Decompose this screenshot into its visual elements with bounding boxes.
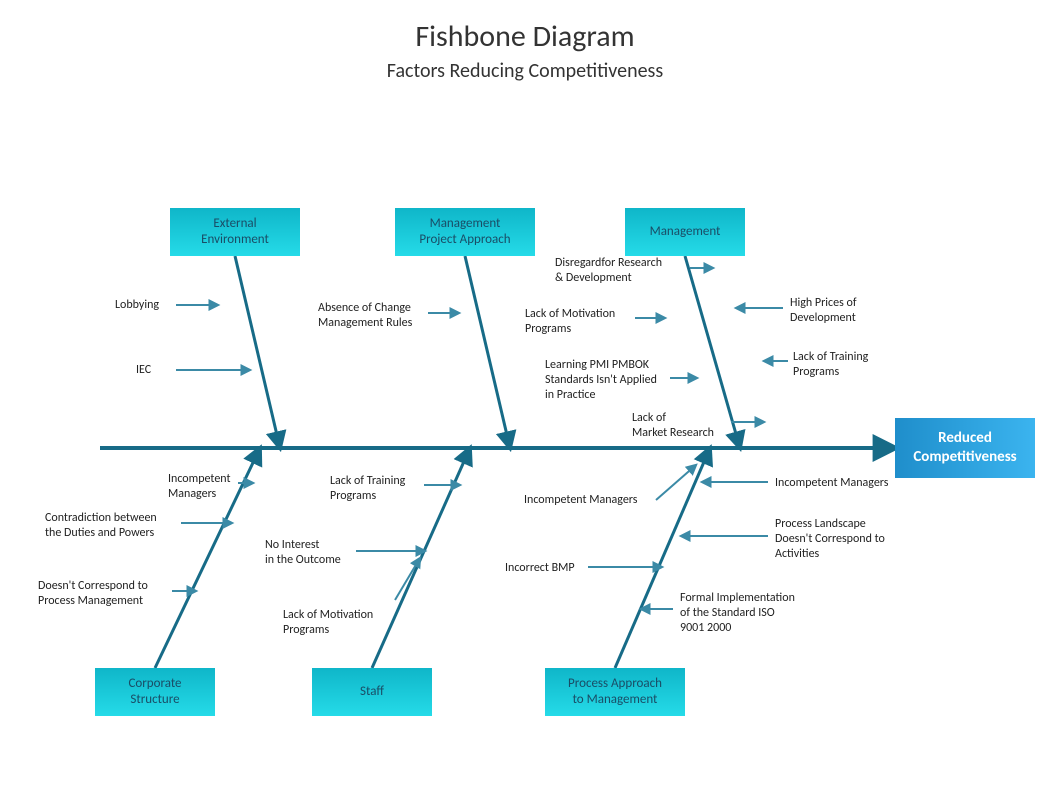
cause-mgmt-proj-0: Absence of Change Management Rules	[318, 301, 412, 331]
category-ext-env: External Environment	[170, 208, 300, 256]
cause-proc-mgmt-0: Incompetent Managers	[524, 493, 637, 508]
category-staff: Staff	[312, 668, 432, 716]
cause-mgmt-proj-2: Learning PMI PMBOK Standards Isn't Appli…	[545, 358, 657, 403]
cause-proc-mgmt-3: Process Landscape Doesn't Correspond to …	[775, 517, 885, 562]
cause-mgmt-1: High Prices of Development	[790, 296, 856, 326]
diagram-subtitle: Factors Reducing Competitiveness	[0, 59, 1050, 83]
category-mgmt: Management	[625, 208, 745, 256]
cause-mgmt-proj-1: Lack of Motivation Programs	[525, 307, 615, 337]
diagram-title: Fishbone Diagram	[0, 18, 1050, 55]
category-mgmt-proj: Management Project Approach	[395, 208, 535, 256]
cause-ext-env-0: Lobbying	[115, 298, 159, 313]
cause-mgmt-0: Disregardfor Research & Development	[555, 256, 662, 286]
cause-corp-struct-1: Contradiction between the Duties and Pow…	[45, 511, 157, 541]
cause-corp-struct-0: Incompetent Managers	[168, 472, 231, 502]
cause-corp-struct-2: Doesn't Correspond to Process Management	[38, 579, 148, 609]
cause-staff-1: No Interest in the Outcome	[265, 538, 341, 568]
cause-proc-mgmt-2: Incompetent Managers	[775, 476, 888, 491]
cause-mgmt-2: Lack of Training Programs	[793, 350, 868, 380]
cause-staff-0: Lack of Training Programs	[330, 474, 405, 504]
effect-box: Reduced Competitiveness	[895, 418, 1035, 478]
cause-proc-mgmt-4: Formal Implementation of the Standard IS…	[680, 591, 795, 636]
category-corp-struct: Corporate Structure	[95, 668, 215, 716]
cause-proc-mgmt-1: Incorrect BMP	[505, 561, 575, 576]
category-proc-mgmt: Process Approach to Management	[545, 668, 685, 716]
cause-staff-2: Lack of Motivation Programs	[283, 608, 373, 638]
cause-mgmt-3: Lack of Market Research	[632, 411, 714, 441]
cause-ext-env-1: IEC	[136, 363, 151, 378]
